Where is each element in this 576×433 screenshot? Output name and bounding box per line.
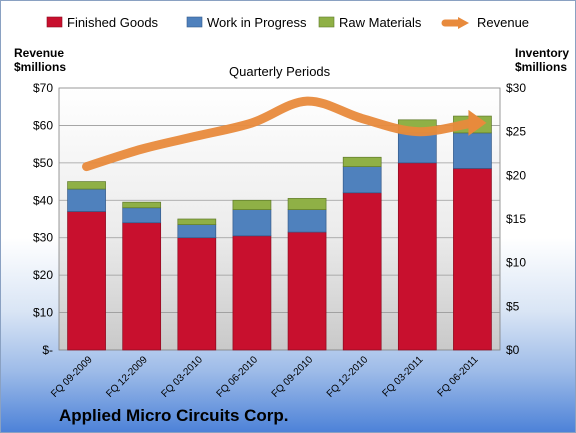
left-axis-title-line1: Revenue bbox=[14, 46, 64, 60]
company-title: Applied Micro Circuits Corp. bbox=[59, 406, 289, 425]
right-axis-title-line1: Inventory bbox=[515, 46, 569, 60]
x-tick-label: FQ 06-2011 bbox=[436, 354, 481, 399]
bar-work-in-progress bbox=[122, 207, 162, 224]
left-tick-label: $60 bbox=[33, 118, 53, 132]
legend-label-raw-materials: Raw Materials bbox=[339, 15, 422, 30]
left-tick-label: $20 bbox=[33, 268, 53, 282]
bar-finished-goods bbox=[397, 162, 437, 351]
left-tick-label: $70 bbox=[33, 81, 53, 95]
bar-work-in-progress bbox=[397, 132, 437, 164]
x-tick-label: FQ 06-2010 bbox=[215, 354, 261, 400]
legend-label-work-in-progress: Work in Progress bbox=[207, 15, 307, 30]
bars bbox=[67, 115, 492, 351]
bar-finished-goods bbox=[287, 231, 327, 351]
legend: Finished Goods Work in Progress Raw Mate… bbox=[46, 15, 529, 30]
x-tick-label: FQ 09-2010 bbox=[270, 354, 316, 400]
revenue-line-path bbox=[82, 96, 477, 172]
legend-label-revenue: Revenue bbox=[477, 15, 529, 30]
x-tick-label: FQ 03-2011 bbox=[380, 354, 425, 399]
right-axis-ticks: $0 $5 $10 $15 $20 $25 $30 bbox=[506, 81, 526, 357]
bar-raw-materials bbox=[342, 156, 382, 167]
left-tick-label: $50 bbox=[33, 156, 53, 170]
x-tick-label: FQ 12-2010 bbox=[325, 354, 371, 400]
bar-finished-goods bbox=[453, 168, 492, 351]
bar-raw-materials bbox=[177, 218, 217, 225]
bar-work-in-progress bbox=[342, 166, 382, 194]
right-tick-label: $25 bbox=[506, 125, 526, 139]
bar-work-in-progress bbox=[453, 132, 492, 169]
right-tick-label: $10 bbox=[506, 256, 526, 270]
right-tick-label: $30 bbox=[506, 81, 526, 95]
bar-finished-goods bbox=[122, 222, 162, 351]
right-tick-label: $5 bbox=[506, 299, 520, 313]
bar-finished-goods bbox=[342, 192, 382, 351]
legend-swatch-finished-goods bbox=[46, 16, 63, 28]
bar-work-in-progress bbox=[232, 209, 272, 237]
bar-raw-materials bbox=[122, 201, 162, 209]
right-tick-label: $20 bbox=[506, 168, 526, 182]
right-tick-label: $0 bbox=[506, 343, 520, 357]
legend-swatch-work-in-progress bbox=[186, 16, 203, 28]
left-tick-label: $40 bbox=[33, 193, 53, 207]
legend-arrow-revenue bbox=[458, 17, 469, 29]
revenue-arrowhead bbox=[468, 109, 487, 136]
bar-raw-materials bbox=[287, 198, 327, 210]
left-axis-title-line2: $millions bbox=[14, 60, 66, 74]
bar-finished-goods bbox=[177, 237, 217, 351]
left-tick-label: $- bbox=[42, 343, 53, 357]
x-axis-ticks: FQ 09-2009 FQ 12-2009 FQ 03-2010 FQ 06-2010… bbox=[49, 354, 481, 400]
bar-work-in-progress bbox=[67, 188, 106, 212]
left-axis-ticks: $- $10 $20 $30 $40 $50 $60 $70 bbox=[33, 81, 53, 357]
chart-title: Quarterly Periods bbox=[229, 64, 331, 79]
x-tick-label: FQ 12-2009 bbox=[104, 354, 150, 400]
bar-finished-goods bbox=[67, 211, 106, 351]
x-tick-label: FQ 09-2009 bbox=[49, 354, 95, 400]
left-tick-label: $10 bbox=[33, 306, 53, 320]
left-tick-label: $30 bbox=[33, 231, 53, 245]
bar-work-in-progress bbox=[287, 209, 327, 233]
legend-label-finished-goods: Finished Goods bbox=[67, 15, 159, 30]
bar-work-in-progress bbox=[177, 224, 217, 239]
legend-swatch-raw-materials bbox=[318, 16, 335, 28]
right-tick-label: $15 bbox=[506, 212, 526, 226]
right-axis-title-line2: $millions bbox=[515, 60, 567, 74]
revenue-line bbox=[82, 96, 487, 172]
bar-finished-goods bbox=[232, 235, 272, 351]
x-tick-label: FQ 03-2010 bbox=[159, 354, 205, 400]
bar-raw-materials bbox=[67, 181, 106, 190]
bar-raw-materials bbox=[232, 199, 272, 210]
